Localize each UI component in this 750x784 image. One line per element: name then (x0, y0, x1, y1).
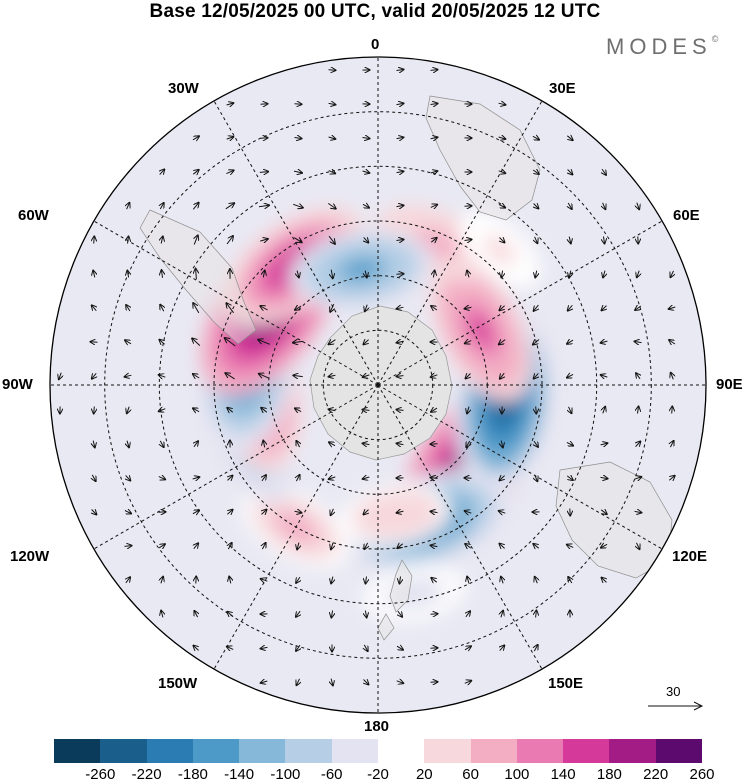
lon-label-60e: 60E (673, 207, 700, 224)
wind-vector (261, 138, 268, 139)
wind-vector (536, 407, 537, 414)
lon-label-180: 180 (364, 718, 389, 735)
polar-map (0, 0, 750, 735)
colorbar-swatch-2 (147, 739, 193, 763)
lon-label-150w: 150W (158, 675, 197, 692)
lon-label-0: 0 (371, 36, 379, 53)
wind-vector (672, 407, 673, 414)
colorbar-swatch-8 (424, 739, 470, 763)
reference-vector: 30 (646, 684, 706, 718)
lon-label-60w: 60W (18, 207, 49, 224)
colorbar-tick-label: -140 (224, 766, 254, 783)
colorbar-tick-label: 60 (462, 766, 479, 783)
colorbar-swatch-10 (517, 739, 563, 763)
wind-vector (431, 614, 438, 615)
colorbar-swatch-4 (239, 739, 285, 763)
lon-label-120e: 120E (672, 548, 707, 565)
lon-label-150e: 150E (548, 675, 583, 692)
colorbar-tick-label: 100 (504, 766, 529, 783)
wind-vector (295, 104, 302, 105)
lon-label-30e: 30E (549, 80, 576, 97)
wind-vector (91, 342, 98, 343)
colorbar-tick-label: 140 (551, 766, 576, 783)
lon-label-90w: 90W (2, 376, 33, 393)
colorbar-tick-label: -220 (132, 766, 162, 783)
colorbar-swatch-3 (193, 739, 239, 763)
colorbar-swatch-6 (332, 739, 378, 763)
colorbar-tick-label: 180 (597, 766, 622, 783)
colorbar-swatch-7 (378, 739, 424, 763)
reference-arrow-icon (646, 684, 706, 718)
colorbar (54, 739, 702, 763)
colorbar-tick-label: -100 (270, 766, 300, 783)
lon-label-30w: 30W (168, 80, 199, 97)
colorbar-swatch-0 (54, 739, 100, 763)
lon-label-120w: 120W (10, 548, 49, 565)
colorbar-swatch-9 (471, 739, 517, 763)
colorbar-tick-label: -180 (178, 766, 208, 783)
lon-label-90e: 90E (716, 376, 743, 393)
colorbar-tick-label: -60 (321, 766, 343, 783)
colorbar-swatch-11 (563, 739, 609, 763)
wind-vector (261, 104, 268, 105)
colorbar-tick-label: -20 (367, 766, 389, 783)
colorbar-tick-label: 260 (689, 766, 714, 783)
colorbar-tick-label: 220 (643, 766, 668, 783)
wind-vector (94, 237, 95, 244)
colorbar-tick-label: 20 (416, 766, 433, 783)
wind-vector (329, 70, 336, 71)
colorbar-swatch-12 (609, 739, 655, 763)
wind-vector (94, 407, 95, 414)
colorbar-swatch-13 (656, 739, 702, 763)
colorbar-ticks: -260 -220 -180 -140 -100 -60 -20 20 60 100 140 180 2… (54, 766, 702, 784)
colorbar-swatch-1 (100, 739, 146, 763)
colorbar-swatch-5 (285, 739, 331, 763)
colorbar-tick-label: -260 (85, 766, 115, 783)
wind-vector (397, 274, 404, 275)
